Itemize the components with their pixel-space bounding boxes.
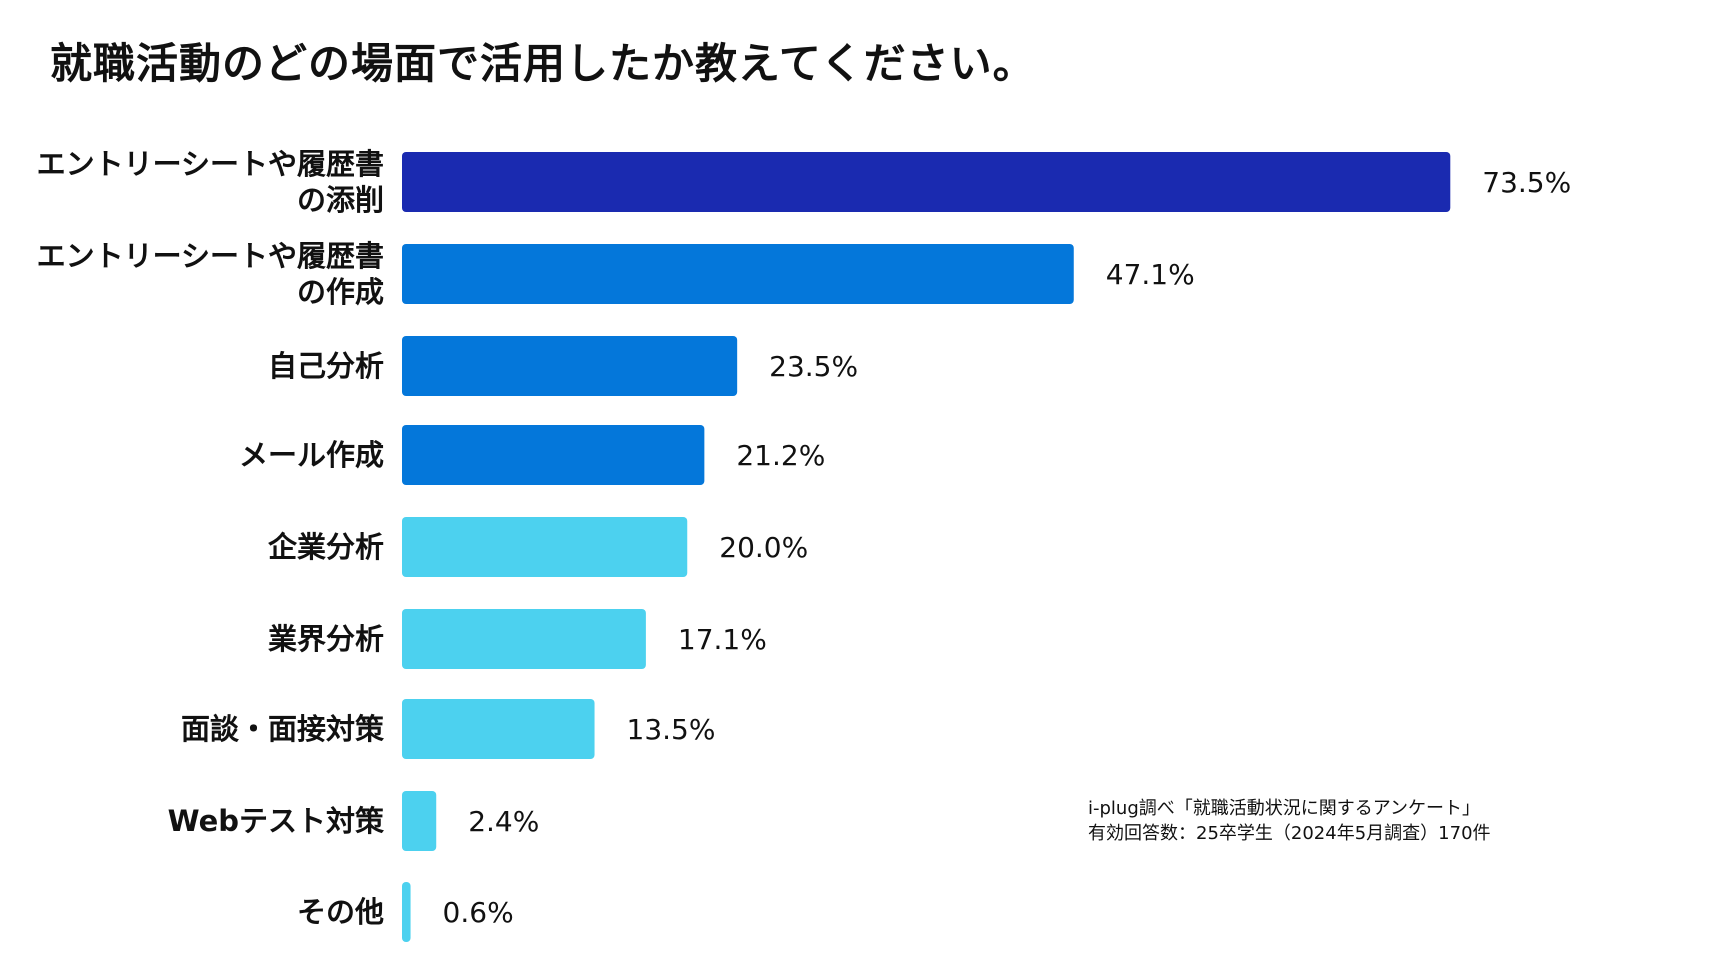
category-label-4: メール作成 bbox=[239, 438, 384, 472]
category-label-line: エントリーシートや履歴書 bbox=[37, 147, 384, 181]
bar-7 bbox=[402, 699, 595, 759]
value-label-8: 2.4% bbox=[468, 805, 539, 838]
category-label-line: エントリーシートや履歴書 bbox=[37, 239, 384, 273]
category-label-7: 面談・面接対策 bbox=[181, 712, 385, 746]
category-label-line: の作成 bbox=[297, 275, 384, 309]
source-line-2: 有効回答数：25卒学生（2024年5月調査）170件 bbox=[1088, 823, 1491, 844]
value-label-6: 17.1% bbox=[678, 623, 767, 656]
value-label-5: 20.0% bbox=[719, 531, 808, 564]
bar-2 bbox=[402, 244, 1074, 304]
category-label-3: 自己分析 bbox=[268, 349, 384, 383]
category-label-line: Webテスト対策 bbox=[168, 804, 385, 838]
category-label-1: エントリーシートや履歴書の添削 bbox=[37, 147, 384, 217]
value-label-1: 73.5% bbox=[1482, 166, 1571, 199]
bar-3 bbox=[402, 336, 738, 396]
category-label-6: 業界分析 bbox=[268, 622, 384, 656]
category-label-9: その他 bbox=[297, 895, 384, 929]
value-label-2: 47.1% bbox=[1106, 258, 1195, 291]
value-label-4: 21.2% bbox=[736, 439, 825, 472]
category-label-line: 業界分析 bbox=[268, 622, 384, 656]
category-label-8: Webテスト対策 bbox=[168, 804, 385, 838]
source-note: i-plug調べ「就職活動状況に関するアンケート」 有効回答数：25卒学生（20… bbox=[1088, 796, 1491, 846]
bar-1 bbox=[402, 152, 1451, 212]
category-label-5: 企業分析 bbox=[268, 530, 384, 564]
source-line-1: i-plug調べ「就職活動状況に関するアンケート」 bbox=[1088, 798, 1481, 819]
category-label-line: 自己分析 bbox=[268, 349, 384, 383]
category-label-line: の添削 bbox=[297, 183, 384, 217]
value-label-3: 23.5% bbox=[769, 350, 858, 383]
category-label-line: 面談・面接対策 bbox=[181, 712, 385, 746]
value-label-7: 13.5% bbox=[627, 713, 716, 746]
category-label-line: 企業分析 bbox=[268, 530, 384, 564]
value-label-9: 0.6% bbox=[443, 896, 514, 929]
category-label-2: エントリーシートや履歴書の作成 bbox=[37, 239, 384, 309]
bar-4 bbox=[402, 425, 705, 485]
category-label-line: その他 bbox=[297, 895, 384, 929]
bar-6 bbox=[402, 609, 646, 669]
bar-9 bbox=[402, 882, 411, 942]
category-label-line: メール作成 bbox=[239, 438, 384, 472]
bar-5 bbox=[402, 517, 688, 577]
bar-8 bbox=[402, 791, 437, 851]
chart-title: 就職活動のどの場面で活用したか教えてください。 bbox=[50, 39, 1036, 88]
